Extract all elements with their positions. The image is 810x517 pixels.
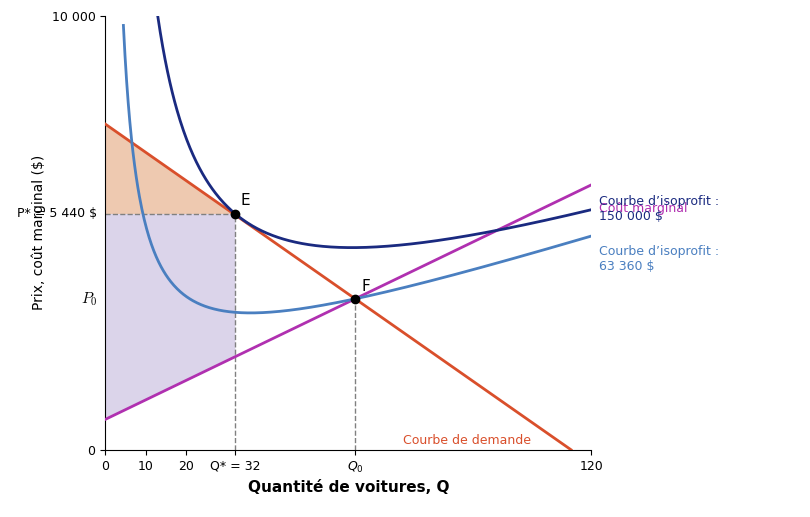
Text: E: E: [241, 193, 250, 208]
X-axis label: Quantité de voitures, Q: Quantité de voitures, Q: [248, 480, 449, 495]
Text: Coût marginal: Coût marginal: [599, 202, 688, 215]
Text: P* = 5 440 $: P* = 5 440 $: [17, 207, 97, 220]
Text: Courbe de demande: Courbe de demande: [403, 434, 531, 448]
Text: $P_0$: $P_0$: [80, 290, 97, 308]
Text: F: F: [361, 279, 370, 294]
Text: Courbe d’isoprofit :
150 000 $: Courbe d’isoprofit : 150 000 $: [599, 194, 719, 223]
Text: Courbe d’isoprofit :
63 360 $: Courbe d’isoprofit : 63 360 $: [599, 245, 719, 272]
Y-axis label: Prix, coût marginal ($): Prix, coût marginal ($): [32, 155, 46, 310]
